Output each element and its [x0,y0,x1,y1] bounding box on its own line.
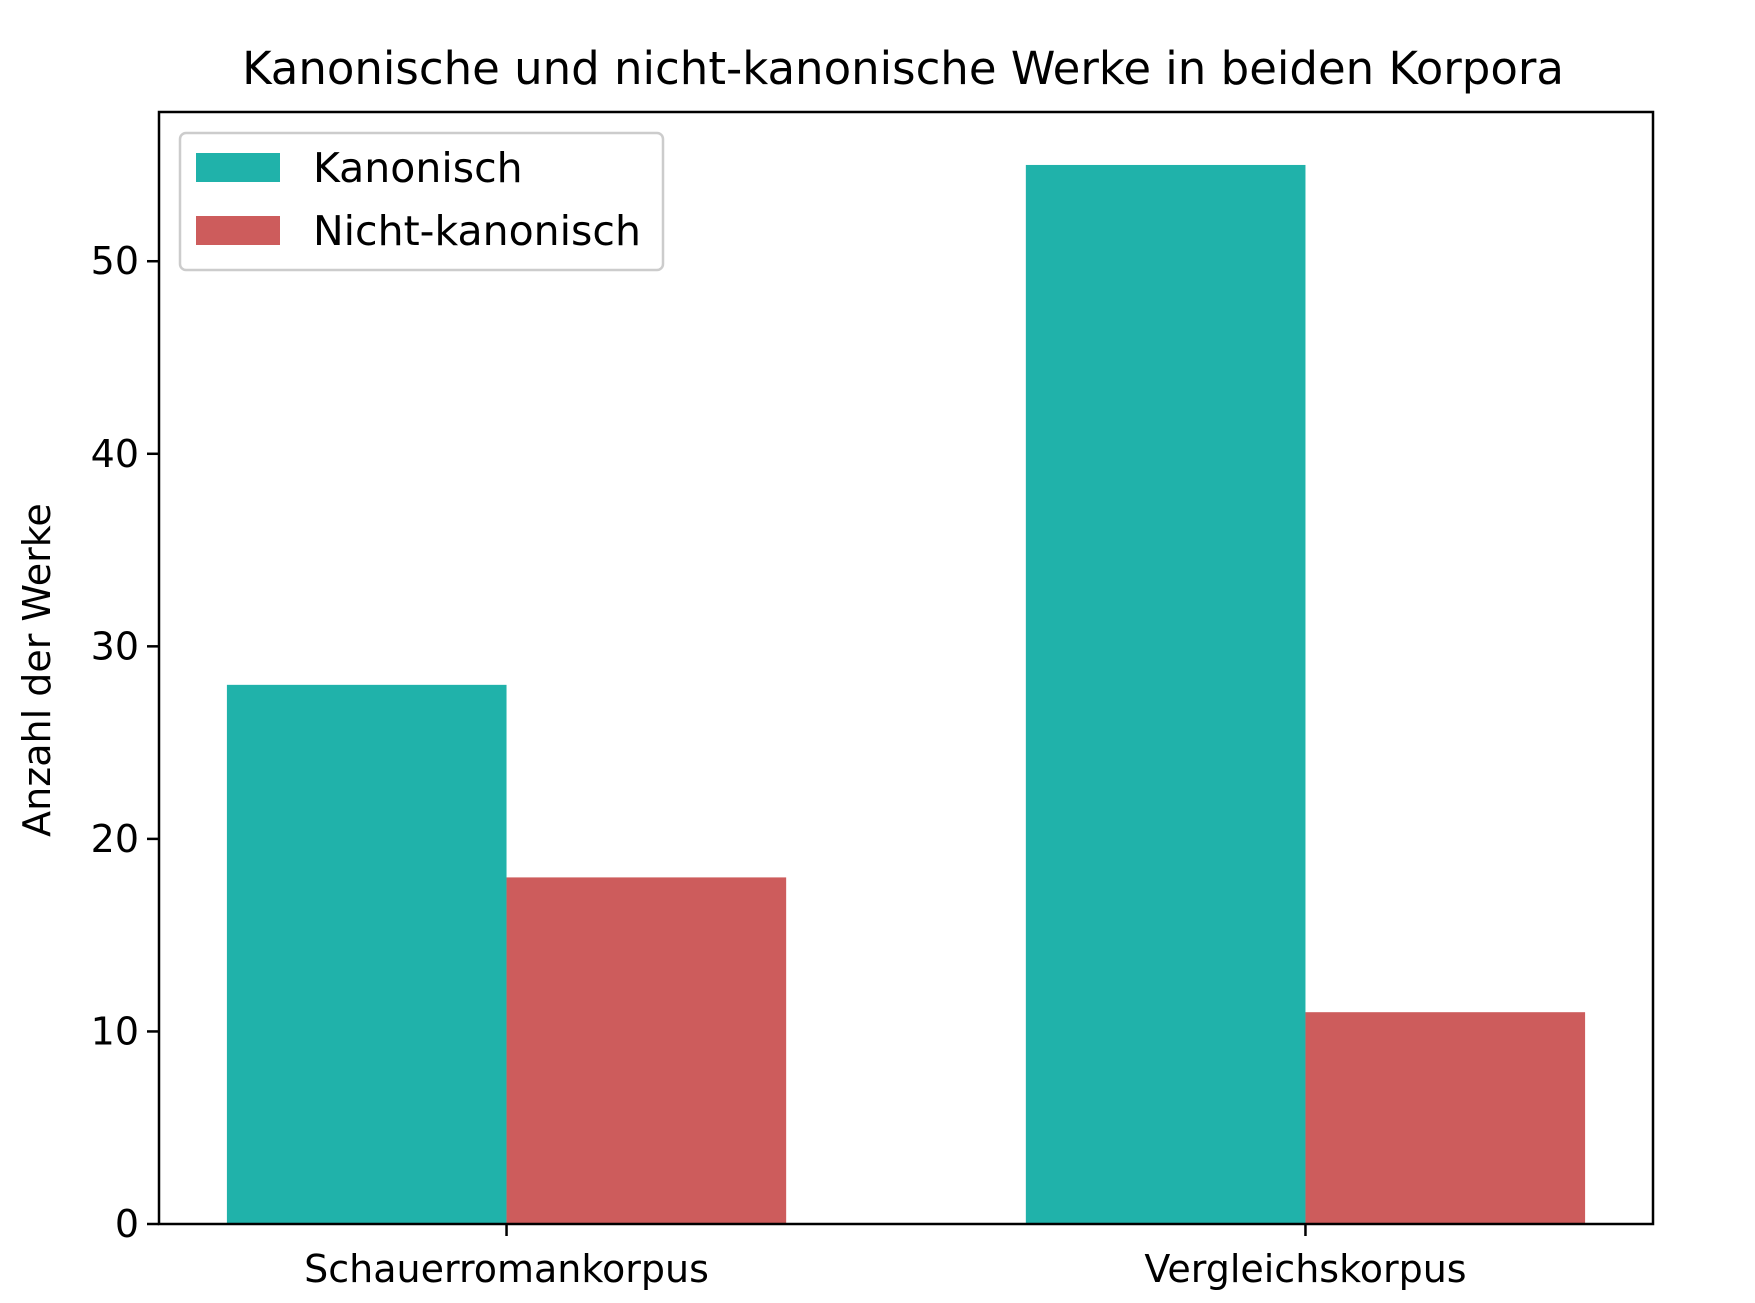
y-tick-label-40: 40 [91,432,139,476]
x-tick-label-schauerromankorpus: Schauerromankorpus [304,1247,709,1291]
legend-swatch-nicht-kanonisch [196,216,280,245]
plot-frame [157,110,1655,1226]
x-axis-ticks: Schauerromankorpus Vergleichskorpus [304,1224,1467,1291]
bar-kanonisch-vergleichskorpus [1025,164,1306,1224]
bar-nicht-kanonisch-schauerromankorpus [506,877,787,1224]
chart-title: Kanonische und nicht-kanonische Werke in… [242,42,1564,95]
y-tick-label-10: 10 [91,1009,139,1053]
bar-nicht-kanonisch-vergleichskorpus [1305,1012,1586,1224]
y-tick-label-50: 50 [91,239,139,283]
y-tick-label-20: 20 [91,817,139,861]
y-axis-label: Anzahl der Werke [15,503,59,837]
bar-kanonisch-schauerromankorpus [226,684,507,1224]
x-tick-label-vergleichskorpus: Vergleichskorpus [1144,1247,1466,1291]
y-axis-ticks: 0 10 20 30 40 50 [91,239,159,1246]
legend-box [178,131,665,272]
legend-label-kanonisch: Kanonisch [313,144,523,192]
bars [226,164,1586,1224]
legend-label-nicht-kanonisch: Nicht-kanonisch [313,207,641,255]
legend-swatch-kanonisch [196,153,280,182]
y-tick-label-0: 0 [115,1202,139,1246]
y-tick-label-30: 30 [91,624,139,668]
legend: Kanonisch Nicht-kanonisch [178,131,665,272]
